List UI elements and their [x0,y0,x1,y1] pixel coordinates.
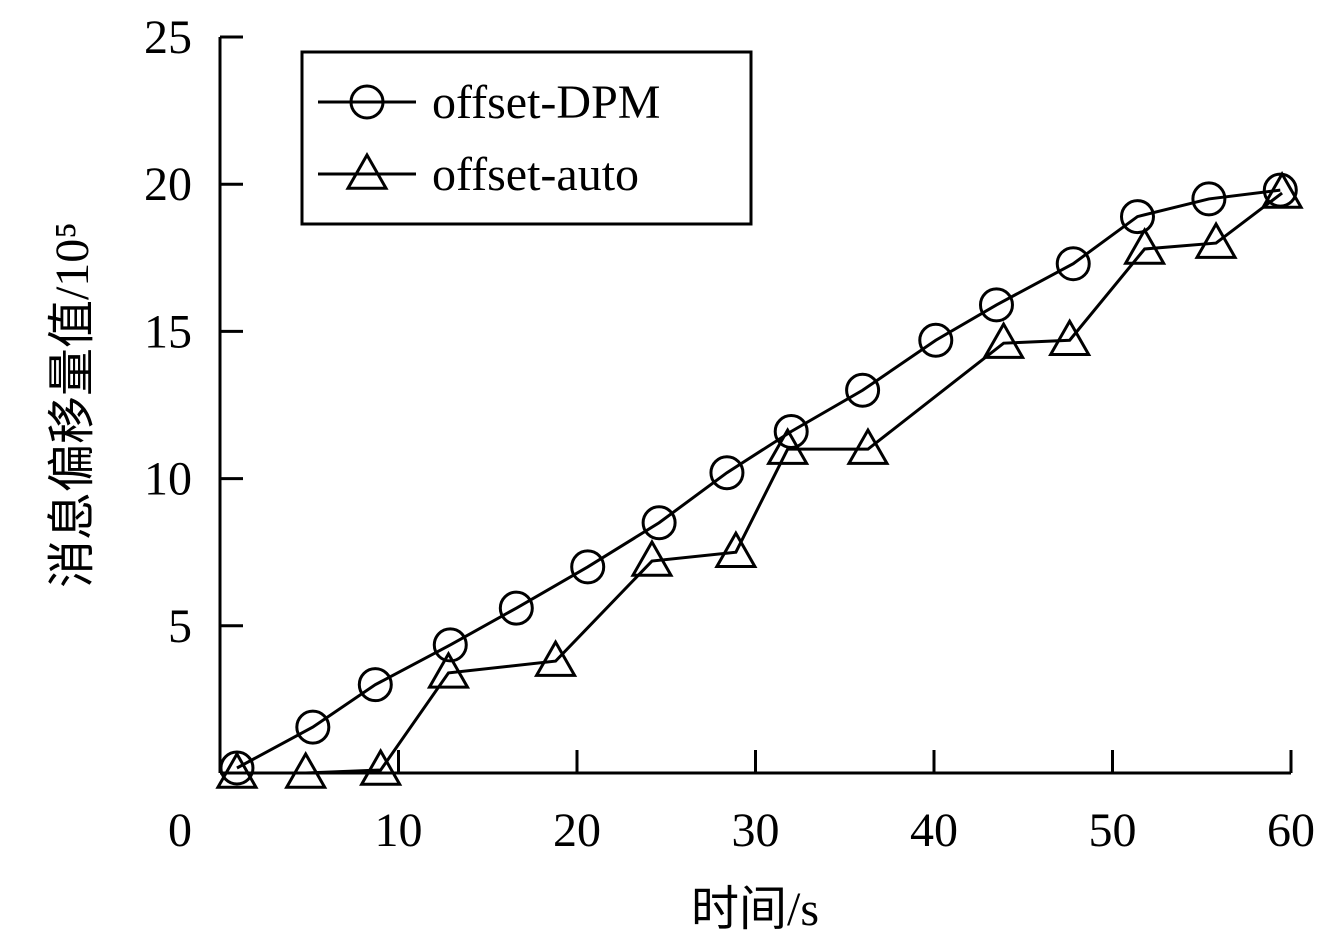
series-line [236,191,1283,775]
data-point [1055,246,1091,282]
data-point [1194,221,1238,259]
legend-box [300,50,753,226]
data-point [846,427,890,465]
data-point [714,530,758,568]
data-point [982,321,1026,359]
x-tick-label: 40 [910,804,958,857]
data-point [1119,199,1155,235]
data-point [284,750,328,789]
x-axis-label: 时间/s [691,883,819,936]
data-point [641,505,677,541]
y-tick-label: 15 [144,305,192,358]
data-point [432,627,468,663]
x-tick-label: 10 [375,804,423,857]
legend-label: offset-DPM [432,76,660,129]
x-tick-label: 60 [1267,804,1315,857]
data-point [709,455,745,491]
x-tick-label: 0 [168,804,192,857]
data-point [426,650,471,689]
data-point [533,639,578,677]
data-point [295,709,331,745]
legend-marker [345,151,389,190]
x-tick-label: 30 [732,804,780,857]
data-point [1123,226,1167,265]
y-tick-label: 20 [144,158,192,211]
data-point [1260,171,1304,209]
series-line [236,188,1281,770]
data-point [1048,318,1092,356]
data-point [357,667,393,703]
data-point [1191,181,1227,217]
data-point [845,372,881,408]
x-tick-label: 50 [1089,804,1137,857]
data-point [359,748,403,786]
data-point [978,287,1014,323]
y-axis-label: 消息偏移量值/10⁵ [46,222,99,588]
y-tick-label: 10 [144,453,192,506]
data-point [498,590,534,626]
data-point [766,427,810,465]
y-tick-label: 5 [168,600,192,653]
x-tick-label: 20 [553,804,601,857]
data-point [215,750,259,789]
data-point [630,539,674,577]
legend-marker [349,84,385,120]
data-point [570,549,606,585]
y-tick-label: 25 [144,11,192,64]
legend-label: offset-auto [432,148,639,201]
data-point [918,322,954,358]
data-point [773,413,809,449]
